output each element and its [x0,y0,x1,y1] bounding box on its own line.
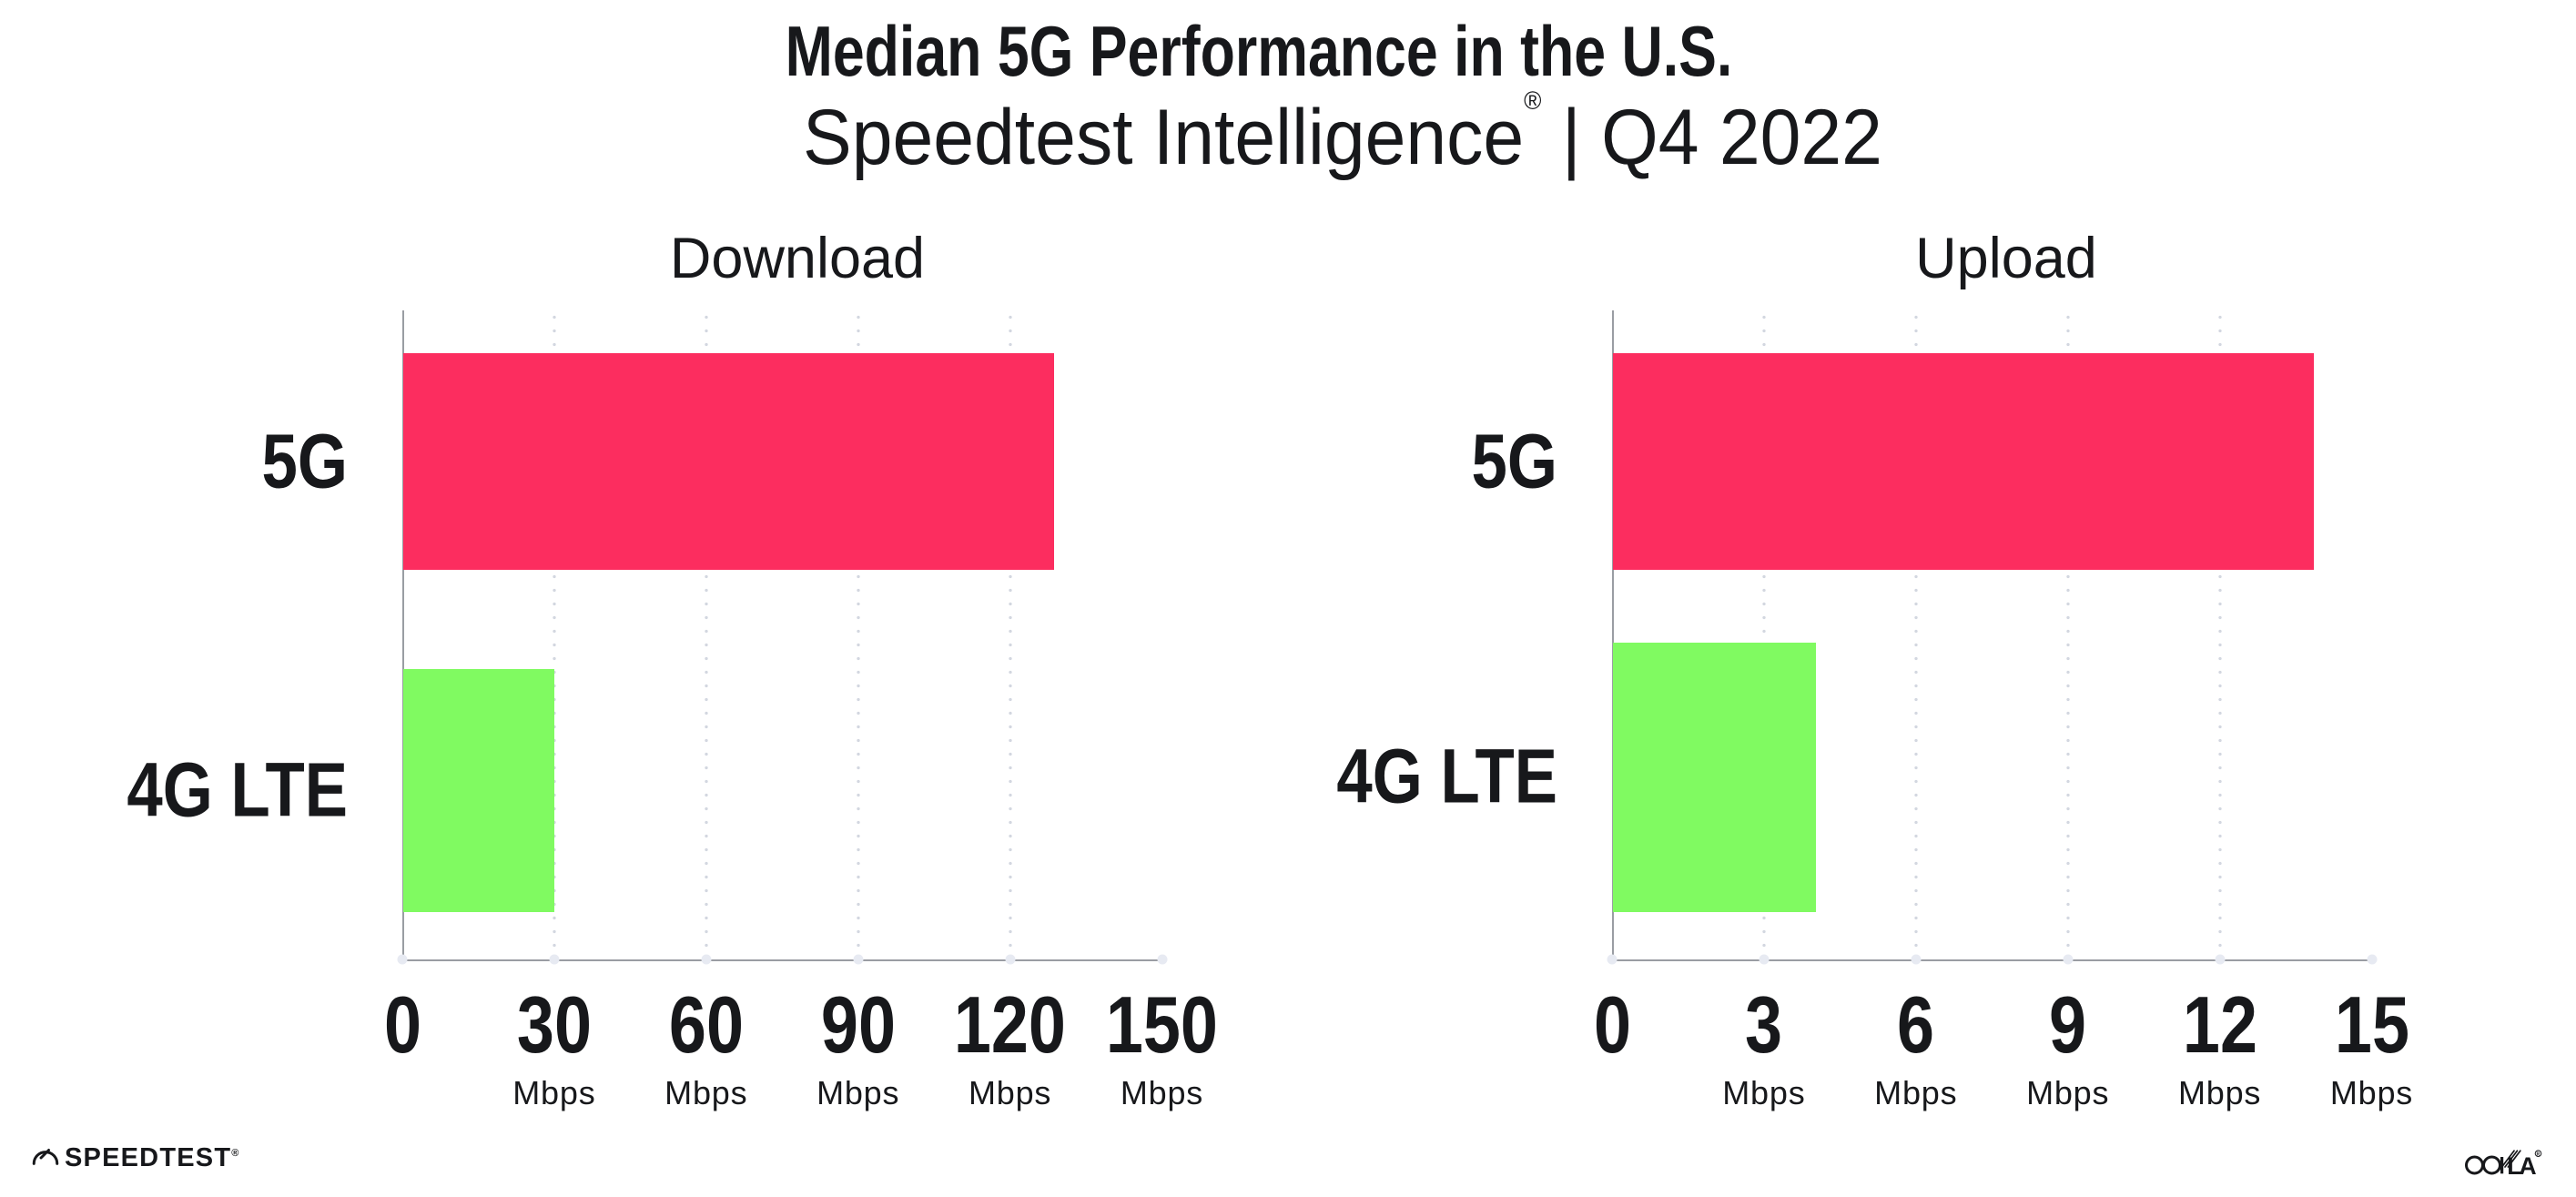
svg-text:R: R [2537,1152,2541,1158]
svg-text:L: L [2507,1152,2521,1179]
